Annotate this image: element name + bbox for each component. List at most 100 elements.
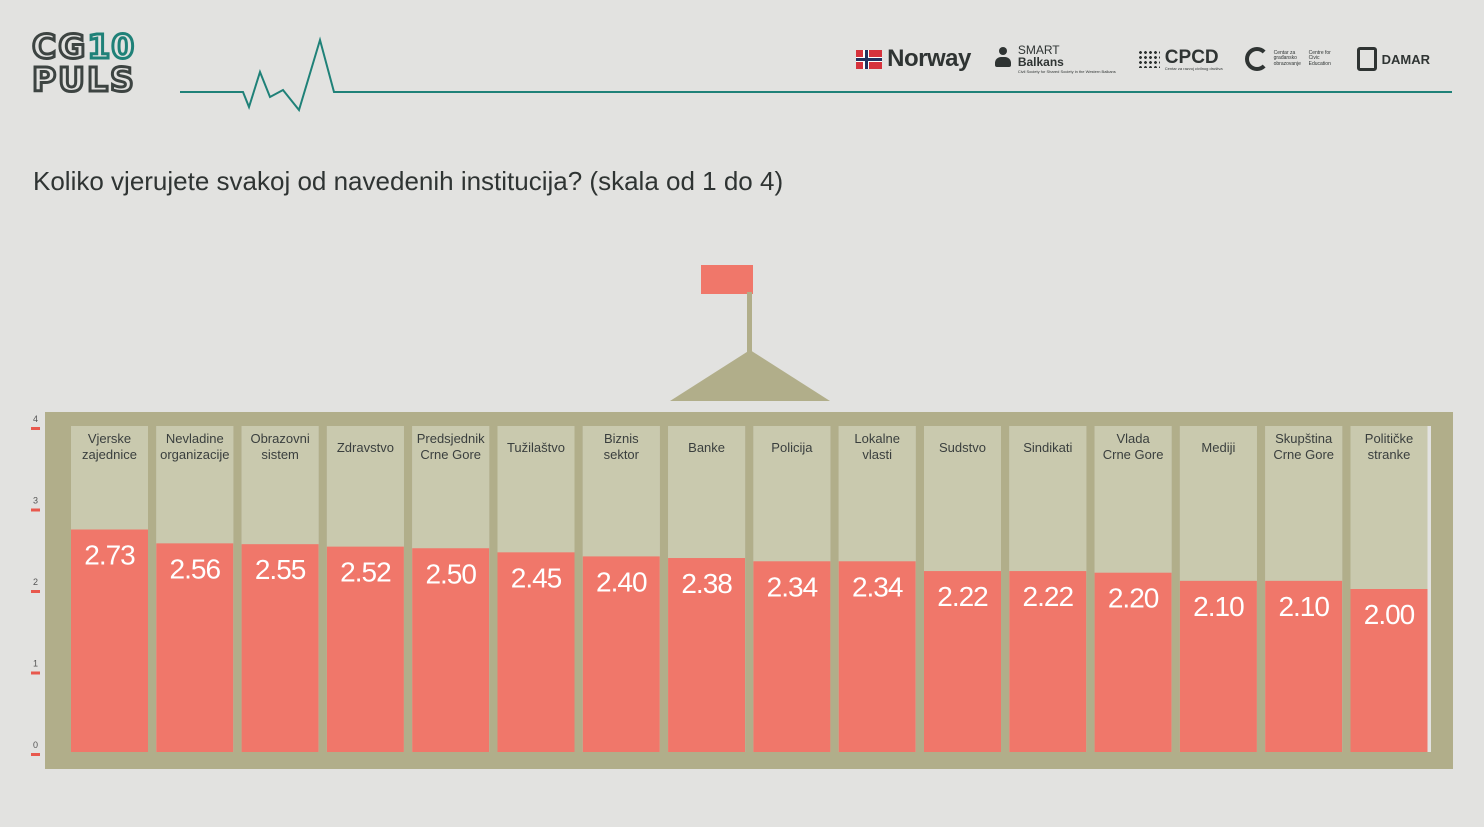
y-tick-label: 4 xyxy=(33,414,38,424)
column-divider xyxy=(233,426,242,752)
bar xyxy=(1094,572,1172,752)
roof xyxy=(670,350,830,401)
category-label: Biznis xyxy=(604,431,639,446)
damar-d-icon xyxy=(1356,47,1377,71)
y-tick-mark xyxy=(31,427,40,430)
column-divider xyxy=(1256,426,1266,752)
smart-line2: Balkans xyxy=(1017,55,1064,69)
value-label: 2.45 xyxy=(511,562,562,593)
y-tick-label: 3 xyxy=(33,496,38,506)
column-divider xyxy=(148,426,157,752)
column-divider xyxy=(745,426,754,752)
category-label: Crne Gore xyxy=(420,447,481,462)
column-divider xyxy=(574,426,583,752)
category-label: vlasti xyxy=(862,447,892,462)
partner-damar: DAMAR xyxy=(1356,47,1430,71)
bar xyxy=(1009,571,1087,752)
column-divider xyxy=(1342,426,1351,752)
chart-question: Koliko vjerujete svakoj od navedenih ins… xyxy=(33,166,784,196)
cpcd-small: Centar za razvoj civilnog društva xyxy=(1164,65,1223,71)
category-label: Zdravstvo xyxy=(337,440,394,455)
value-label: 2.50 xyxy=(425,558,476,589)
partner-cgo: Centar za građansko obrazovanje Centre f… xyxy=(1244,47,1335,71)
cpcd-label: CPCD xyxy=(1164,46,1219,68)
bar xyxy=(838,561,916,752)
value-label: 2.34 xyxy=(852,571,903,602)
bar xyxy=(156,543,234,752)
bar xyxy=(1179,580,1257,752)
bar xyxy=(582,556,660,752)
frame-right-post xyxy=(1431,412,1453,757)
category-label: Sindikati xyxy=(1023,440,1072,455)
category-label: sektor xyxy=(604,447,640,462)
column-divider xyxy=(1171,426,1180,752)
bar xyxy=(924,571,1001,752)
y-tick-label: 1 xyxy=(33,659,38,669)
category-label: Crne Gore xyxy=(1103,447,1164,462)
value-label: 2.52 xyxy=(340,557,391,588)
y-tick-label: 0 xyxy=(33,740,38,750)
pulse-wave xyxy=(180,36,1452,113)
logo-10: 10 xyxy=(86,27,136,66)
bar xyxy=(71,529,148,752)
category-label: Crne Gore xyxy=(1273,447,1334,462)
column-divider xyxy=(1001,426,1010,752)
pulse-line xyxy=(180,36,1452,113)
smart-line1: SMART xyxy=(1017,43,1060,57)
frame-top-beam xyxy=(45,412,1453,426)
cgo-c-icon xyxy=(1244,47,1269,71)
bar xyxy=(1265,580,1343,752)
category-label: Obrazovni xyxy=(250,431,309,446)
y-tick-mark xyxy=(31,671,40,675)
column-divider xyxy=(318,426,327,752)
partner-smart-balkans: SMART Balkans Civil Society for Shared S… xyxy=(993,44,1116,74)
value-label: 2.34 xyxy=(767,571,818,602)
value-label: 2.22 xyxy=(1023,581,1074,612)
value-label: 2.00 xyxy=(1364,599,1415,630)
norway-flag-icon xyxy=(856,49,883,69)
bar xyxy=(412,548,490,752)
category-label: Policija xyxy=(771,440,813,455)
y-tick-mark xyxy=(31,590,40,593)
value-label: 2.55 xyxy=(255,554,306,585)
bar xyxy=(668,558,746,752)
y-tick-label: 2 xyxy=(33,577,38,587)
category-label: Vlada xyxy=(1116,431,1150,446)
norway-label: Norway xyxy=(887,45,971,72)
cg10-puls-logo: CG 10 PULS xyxy=(30,27,136,98)
value-label: 2.10 xyxy=(1278,591,1329,622)
cgo-label-b: Centre for Civic Education xyxy=(1308,49,1331,67)
category-label: Nevladine xyxy=(166,431,224,446)
column-divider xyxy=(830,426,839,752)
logo-cg: CG xyxy=(30,27,88,66)
category-label: Lokalne xyxy=(854,431,900,446)
partner-cpcd: CPCD Centar za razvoj civilnog društva xyxy=(1137,46,1223,71)
value-label: 2.22 xyxy=(937,581,988,612)
category-label: sistem xyxy=(261,447,299,462)
value-label: 2.38 xyxy=(681,568,732,599)
value-label: 2.40 xyxy=(596,566,647,597)
frame-base xyxy=(45,752,1453,769)
value-label: 2.20 xyxy=(1108,583,1159,614)
category-label: Predsjednik xyxy=(417,431,485,446)
bar xyxy=(326,546,404,752)
category-label: Sudstvo xyxy=(939,440,986,455)
category-label: Banke xyxy=(688,440,725,455)
value-label: 2.10 xyxy=(1193,591,1244,622)
flag-pole xyxy=(747,292,752,354)
category-label: Skupština xyxy=(1275,431,1333,446)
value-label: 2.73 xyxy=(84,540,135,571)
column-divider xyxy=(403,426,413,752)
bar xyxy=(241,544,319,752)
smart-balkans-figure-icon xyxy=(993,47,1013,71)
category-label: Mediji xyxy=(1201,440,1235,455)
cpcd-dots-icon xyxy=(1137,50,1160,68)
frame-left-post xyxy=(45,412,71,757)
category-label: Vjerske xyxy=(88,431,131,446)
cgo-label-a: Centar za građansko obrazovanje xyxy=(1273,49,1301,67)
y-tick-mark xyxy=(31,753,40,756)
bar xyxy=(497,552,575,752)
column-divider xyxy=(659,426,669,752)
smart-small: Civil Society for Shared Society in the … xyxy=(1017,69,1116,74)
